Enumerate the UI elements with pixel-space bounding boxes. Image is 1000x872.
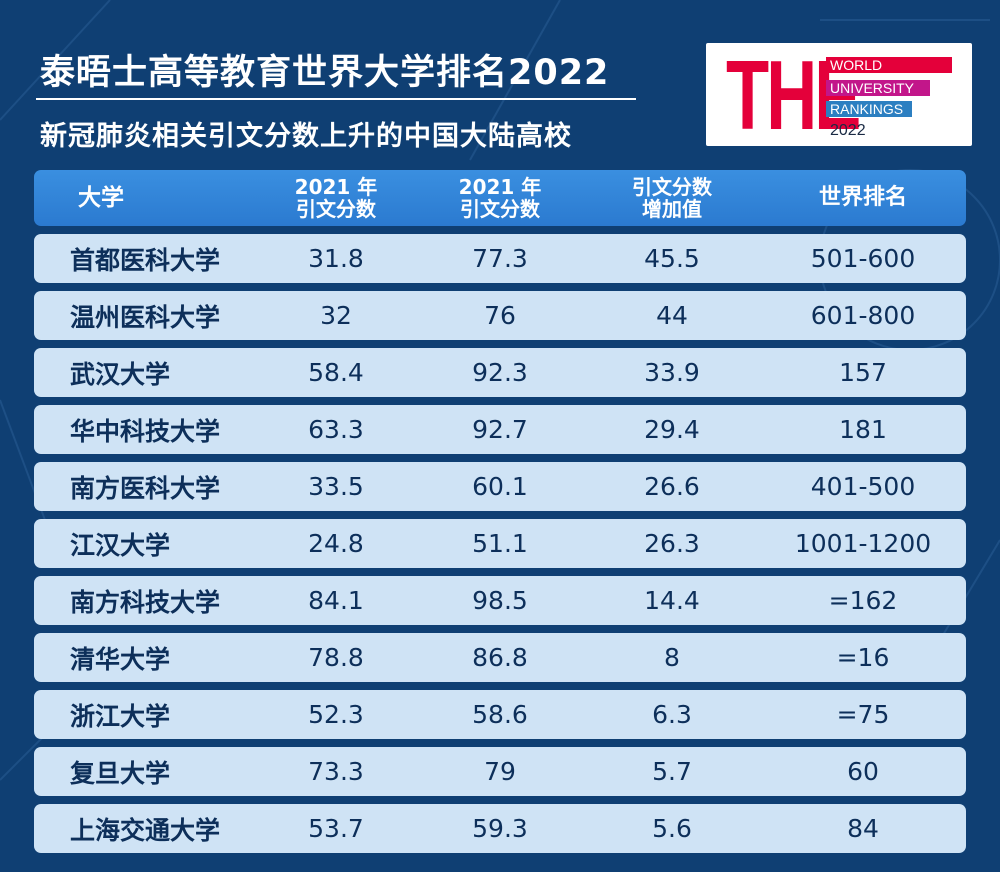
world-rank: 157 <box>839 358 887 387</box>
world-rank: 181 <box>839 415 887 444</box>
score-2021-a: 63.3 <box>308 415 364 444</box>
score-increase: 5.6 <box>652 814 692 843</box>
score-2021-a: 32 <box>320 301 352 330</box>
table-row: 首都医科大学 31.8 77.3 45.5 501-600 <box>34 234 966 283</box>
the-rankings-logo: THE WORLD UNIVERSITY RANKINGS 2022 <box>706 43 972 146</box>
header-score-a: 2021 年 引文分数 <box>294 175 378 221</box>
score-2021-b: 98.5 <box>472 586 528 615</box>
score-2021-a: 31.8 <box>308 244 364 273</box>
university-name: 南方医科大学 <box>70 473 221 503</box>
score-increase: 45.5 <box>644 244 700 273</box>
score-2021-a: 53.7 <box>308 814 364 843</box>
world-rank: 84 <box>847 814 879 843</box>
score-2021-a: 78.8 <box>308 643 364 672</box>
score-increase: 14.4 <box>644 586 700 615</box>
university-name: 浙江大学 <box>70 701 171 731</box>
score-increase: 26.3 <box>644 529 700 558</box>
university-name: 上海交通大学 <box>70 815 221 845</box>
university-name: 清华大学 <box>70 644 171 674</box>
score-2021-b: 79 <box>484 757 516 786</box>
table-row: 武汉大学 58.4 92.3 33.9 157 <box>34 348 966 397</box>
score-2021-b: 60.1 <box>472 472 528 501</box>
citation-table: 大学 2021 年 引文分数 2021 年 引文分数 引文分数 增加值 世界排名… <box>34 170 966 861</box>
table-row: 南方医科大学 33.5 60.1 26.6 401-500 <box>34 462 966 511</box>
score-2021-b: 51.1 <box>472 529 528 558</box>
university-name: 复旦大学 <box>70 758 171 788</box>
header-world-rank: 世界排名 <box>818 185 907 210</box>
score-2021-a: 24.8 <box>308 529 364 558</box>
table-row: 温州医科大学 32 76 44 601-800 <box>34 291 966 340</box>
university-name: 江汉大学 <box>70 530 171 560</box>
score-2021-b: 92.3 <box>472 358 528 387</box>
table-row: 上海交通大学 53.7 59.3 5.6 84 <box>34 804 966 853</box>
score-2021-b: 92.7 <box>472 415 528 444</box>
university-name: 武汉大学 <box>70 359 171 389</box>
score-increase: 29.4 <box>644 415 700 444</box>
university-name: 南方科技大学 <box>70 587 221 617</box>
world-rank: =16 <box>836 643 890 672</box>
world-rank: =162 <box>828 586 898 615</box>
score-2021-a: 33.5 <box>308 472 364 501</box>
score-2021-a: 84.1 <box>308 586 364 615</box>
table-row: 浙江大学 52.3 58.6 6.3 =75 <box>34 690 966 739</box>
world-rank: 401-500 <box>810 472 916 501</box>
score-2021-b: 58.6 <box>472 700 528 729</box>
score-2021-b: 86.8 <box>472 643 528 672</box>
score-2021-a: 58.4 <box>308 358 364 387</box>
score-increase: 26.6 <box>644 472 700 501</box>
table-row: 南方科技大学 84.1 98.5 14.4 =162 <box>34 576 966 625</box>
score-2021-a: 73.3 <box>308 757 364 786</box>
university-name: 华中科技大学 <box>70 416 221 446</box>
university-name: 温州医科大学 <box>70 302 221 332</box>
logo-year: 2022 <box>830 122 866 139</box>
table-row: 江汉大学 24.8 51.1 26.3 1001-1200 <box>34 519 966 568</box>
score-2021-b: 76 <box>484 301 516 330</box>
score-2021-b: 59.3 <box>472 814 528 843</box>
world-rank: 601-800 <box>810 301 916 330</box>
header-university: 大学 <box>78 185 124 211</box>
score-increase: 6.3 <box>652 700 692 729</box>
title-divider <box>36 98 636 100</box>
page-subtitle: 新冠肺炎相关引文分数上升的中国大陆高校 <box>40 121 572 152</box>
score-increase: 44 <box>656 301 688 330</box>
logo-word-world: WORLD <box>830 57 883 73</box>
table-body: 首都医科大学 31.8 77.3 45.5 501-600 温州医科大学 32 76 44 601… <box>34 234 966 853</box>
university-name: 首都医科大学 <box>70 245 221 275</box>
logo-word-rankings: RANKINGS <box>830 101 904 117</box>
score-2021-b: 77.3 <box>472 244 528 273</box>
score-2021-a: 52.3 <box>308 700 364 729</box>
world-rank: =75 <box>836 700 890 729</box>
table-row: 清华大学 78.8 86.8 8 =16 <box>34 633 966 682</box>
score-increase: 8 <box>664 643 680 672</box>
header-increase: 引文分数 增加值 <box>632 175 712 221</box>
table-row: 复旦大学 73.3 79 5.7 60 <box>34 747 966 796</box>
score-increase: 33.9 <box>644 358 700 387</box>
header-score-b: 2021 年 引文分数 <box>458 175 542 221</box>
table-row: 华中科技大学 63.3 92.7 29.4 181 <box>34 405 966 454</box>
page-title: 泰晤士高等教育世界大学排名2022 <box>40 53 610 93</box>
world-rank: 501-600 <box>810 244 916 273</box>
logo-word-university: UNIVERSITY <box>830 80 915 96</box>
table-header: 大学 2021 年 引文分数 2021 年 引文分数 引文分数 增加值 世界排名 <box>34 170 966 226</box>
world-rank: 60 <box>847 757 879 786</box>
world-rank: 1001-1200 <box>794 529 932 558</box>
score-increase: 5.7 <box>652 757 692 786</box>
